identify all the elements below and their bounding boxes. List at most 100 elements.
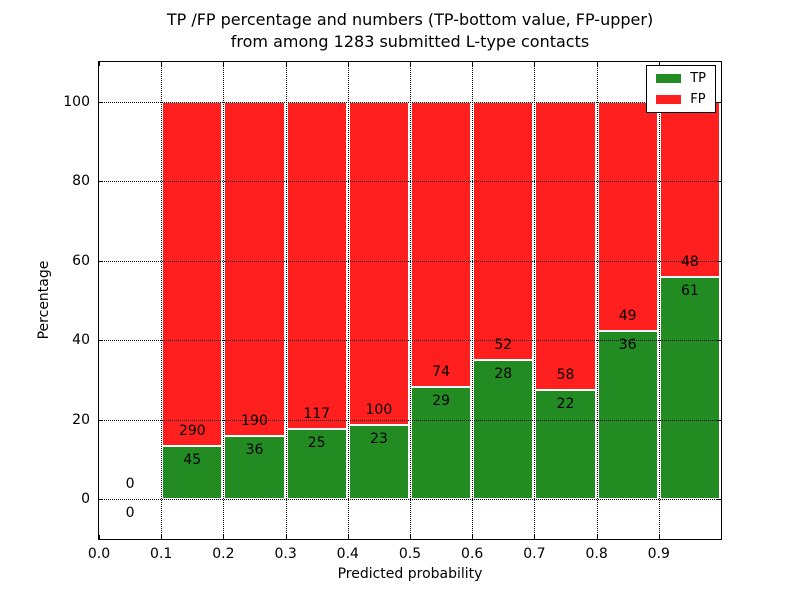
x-tick-label: 0.9 <box>647 546 670 562</box>
fp-count-label: 48 <box>680 253 699 270</box>
tp-count-label: 61 <box>680 282 699 299</box>
y-tick-label: 0 <box>81 491 90 508</box>
x-tick <box>285 535 287 539</box>
y-tick <box>717 340 721 342</box>
x-tick <box>99 535 100 539</box>
tp-count-label: 0 <box>125 505 135 522</box>
x-tick <box>534 62 536 66</box>
x-tick <box>472 62 474 66</box>
bar-fp-segment <box>473 101 534 361</box>
bar-fp-segment <box>348 101 409 425</box>
tp-count-label: 22 <box>556 395 575 412</box>
bar-fp-segment <box>286 101 347 430</box>
legend-entry-tp: TP <box>656 72 706 85</box>
tp-count-label: 45 <box>183 451 202 468</box>
bar-fp-segment <box>162 101 223 446</box>
bar-tp-segment <box>597 330 658 500</box>
gridline-vertical <box>596 62 598 539</box>
bar-tp-segment <box>659 276 720 500</box>
bar-fp-segment <box>597 101 658 331</box>
bar-fp-segment <box>659 101 720 277</box>
bar-tp-segment <box>473 360 534 500</box>
gridline-vertical <box>658 62 660 539</box>
fp-color-swatch <box>656 95 682 104</box>
legend-entry-fp: FP <box>656 93 706 106</box>
fp-count-label: 117 <box>303 406 331 423</box>
tp-count-label: 36 <box>618 336 637 353</box>
y-tick-label: 40 <box>72 332 90 349</box>
y-tick <box>99 101 103 103</box>
fp-count-label: 0 <box>125 476 135 493</box>
fp-count-label: 100 <box>365 401 393 418</box>
x-tick <box>161 62 163 66</box>
y-tick <box>717 181 721 183</box>
gridline-vertical <box>285 62 287 539</box>
x-tick-label: 0.5 <box>398 546 422 562</box>
tp-count-label: 25 <box>307 435 326 452</box>
x-tick <box>161 535 163 539</box>
bar-fp-segment <box>535 101 596 390</box>
x-tick <box>410 535 411 539</box>
fp-count-label: 290 <box>178 422 206 439</box>
chart-title: TP /FP percentage and numbers (TP-bottom… <box>99 9 721 53</box>
y-tick <box>717 101 721 103</box>
chart-title-line2: from among 1283 submitted L-type contact… <box>230 32 590 51</box>
x-tick <box>347 62 349 66</box>
bar-tp-segment <box>162 445 223 500</box>
y-tick <box>99 499 103 501</box>
bar-fp-segment <box>411 101 472 388</box>
y-tick-label: 80 <box>72 173 90 190</box>
fp-count-label: 74 <box>432 364 451 381</box>
fp-count-label: 52 <box>494 337 513 354</box>
y-tick <box>717 260 721 262</box>
x-tick <box>596 535 598 539</box>
fp-count-label: 58 <box>556 366 575 383</box>
x-tick-label: 0.3 <box>274 546 297 562</box>
y-tick <box>717 419 721 421</box>
y-tick-label: 20 <box>72 411 90 428</box>
x-tick-label: 0.8 <box>585 546 608 562</box>
bar-tp-segment <box>348 424 409 500</box>
y-tick <box>717 499 721 501</box>
x-tick <box>223 62 225 66</box>
x-axis-label: Predicted probability <box>337 566 483 582</box>
x-tick <box>596 62 598 66</box>
tp-count-label: 29 <box>432 393 451 410</box>
tp-color-swatch <box>656 74 682 83</box>
gridline-vertical <box>410 62 411 539</box>
x-tick <box>534 535 536 539</box>
legend: TP FP <box>646 65 716 113</box>
legend-label-tp: TP <box>690 71 706 86</box>
x-tick-label: 0.7 <box>523 546 546 562</box>
y-tick <box>99 340 103 342</box>
x-tick-label: 0.2 <box>212 546 235 562</box>
tp-count-label: 23 <box>369 430 388 447</box>
gridline-vertical <box>534 62 536 539</box>
x-tick <box>99 62 100 66</box>
fp-count-label: 190 <box>241 412 268 429</box>
bar-tp-segment <box>224 435 285 500</box>
bar-tp-segment <box>286 429 347 500</box>
x-tick <box>347 535 349 539</box>
legend-label-fp: FP <box>690 92 706 107</box>
fp-count-label: 49 <box>618 307 637 324</box>
gridline-vertical <box>161 62 163 539</box>
y-tick <box>99 260 103 262</box>
gridline-vertical <box>472 62 474 539</box>
x-tick-label: 0.1 <box>150 546 173 562</box>
bar-tp-segment <box>411 387 472 500</box>
gridline-vertical <box>223 62 225 539</box>
x-tick-label: 0.4 <box>336 546 359 562</box>
x-tick <box>658 535 660 539</box>
y-tick-label: 60 <box>72 252 90 269</box>
x-tick <box>285 62 287 66</box>
bar-tp-segment <box>535 389 596 500</box>
x-tick <box>410 62 411 66</box>
gridline-vertical <box>347 62 349 539</box>
x-tick <box>223 535 225 539</box>
x-tick-label: 0.6 <box>461 546 484 562</box>
y-tick <box>99 419 103 421</box>
y-axis-label: Percentage <box>36 260 52 340</box>
x-tick <box>472 535 474 539</box>
